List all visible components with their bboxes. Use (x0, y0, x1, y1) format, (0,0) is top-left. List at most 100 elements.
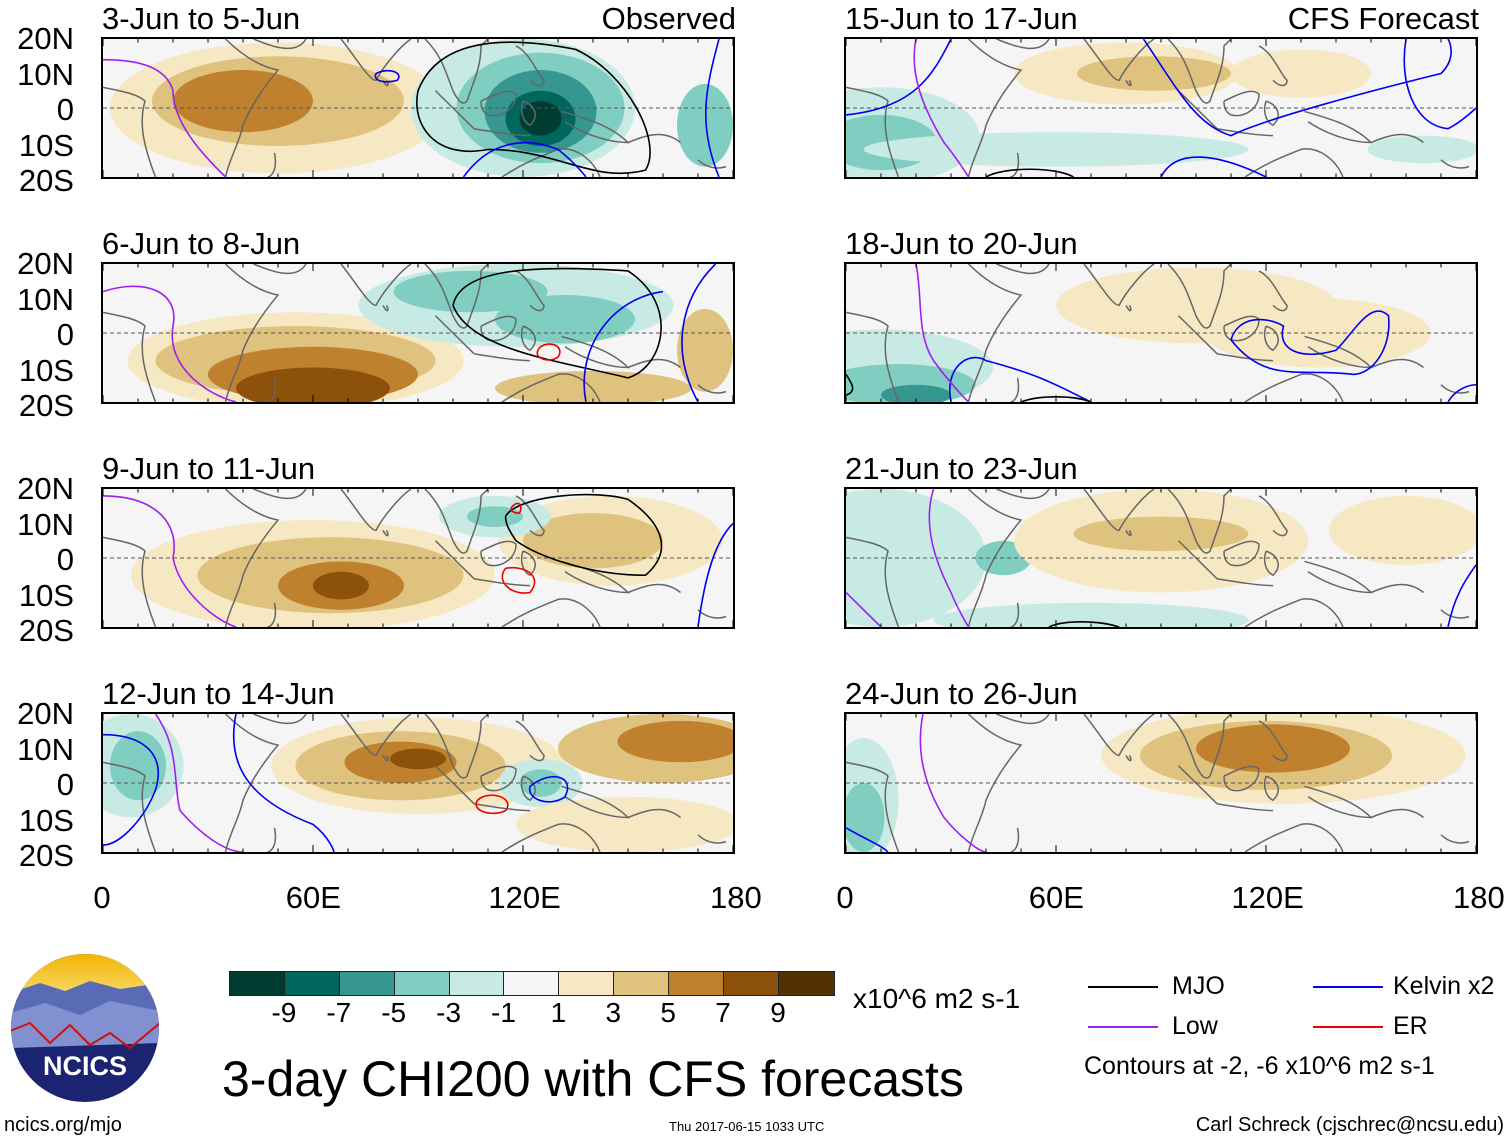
anomaly-region (516, 796, 733, 852)
coastline (254, 714, 307, 723)
coastline (1168, 489, 1231, 553)
coastline (383, 530, 388, 535)
map-canvas (846, 714, 1476, 852)
coastline (1126, 755, 1131, 760)
map-canvas (846, 489, 1476, 627)
lat-tick-label: 10S (18, 127, 74, 163)
kelvin-contour (530, 777, 568, 802)
coastline (516, 46, 544, 86)
kelvin-contour (706, 39, 719, 177)
coastline (103, 537, 156, 627)
low-contour (103, 496, 236, 627)
coastline (1259, 496, 1287, 536)
coastline (628, 135, 681, 143)
anomaly-region (933, 602, 1249, 627)
coastline (969, 264, 1022, 402)
coastline (383, 755, 388, 760)
contour-note: Contours at -2, -6 x10^6 m2 s-1 (1084, 1052, 1435, 1080)
units-label: x10^6 m2 s-1 (853, 983, 1021, 1014)
forecast-header: CFS Forecast (1287, 1, 1479, 36)
coastline (1245, 824, 1343, 852)
coastline (997, 39, 1050, 48)
mjo-contour (846, 374, 853, 395)
coastline (1168, 714, 1231, 778)
map-canvas (846, 39, 1476, 177)
er-contour (511, 503, 521, 513)
figure-title: 3-day CHI200 with CFS forecasts (222, 1051, 964, 1107)
coastline (1305, 561, 1372, 592)
coastline (516, 271, 544, 311)
legend-swatch-mjo (1088, 986, 1158, 988)
lat-tick-label: 20S (18, 613, 74, 648)
lat-tick-label: 20S (18, 838, 74, 873)
map-canvas (103, 264, 733, 402)
kelvin-contour (1161, 157, 1266, 177)
coastline (425, 714, 488, 778)
colorbar-label: -1 (491, 997, 516, 1028)
anomaly-region (313, 571, 369, 600)
colorbar-label: 3 (605, 997, 622, 1028)
coastline (226, 489, 279, 627)
kelvin-contour (698, 524, 733, 628)
coastline (1168, 39, 1231, 103)
coastline (1217, 129, 1273, 136)
coastline (226, 39, 279, 177)
anomaly-region (467, 506, 523, 527)
lon-tick-label: 180 (1453, 880, 1505, 915)
colorbar-swatch (559, 972, 615, 995)
colorbar-swatch (230, 972, 285, 995)
lat-tick-label: 20N (17, 21, 74, 56)
anomaly-region (495, 370, 691, 402)
coastline (474, 804, 530, 811)
coastline (1011, 378, 1019, 402)
coastline (425, 39, 488, 103)
coastline (1265, 326, 1279, 350)
coastline (846, 537, 899, 627)
legend-label: Kelvin x2 (1393, 972, 1495, 1000)
anomaly-region (519, 101, 562, 136)
coastline (1265, 551, 1279, 575)
coastline (997, 264, 1050, 273)
low-contour (156, 714, 244, 852)
coastline (969, 489, 1022, 627)
anomaly-region (617, 720, 733, 763)
lat-tick-label: 0 (56, 92, 74, 127)
coastline (268, 828, 276, 852)
panel-title: 21-Jun to 23-Jun (845, 451, 1078, 486)
anomaly-region (393, 270, 548, 313)
kelvin-contour (950, 358, 1091, 402)
lat-tick-label: 20S (18, 163, 74, 198)
kelvin-contour (584, 292, 663, 402)
panel-title: 9-Jun to 11-Jun (102, 451, 316, 486)
coastline (1217, 579, 1273, 586)
colorbar-label: 1 (550, 997, 567, 1028)
coastline (502, 374, 600, 402)
kelvin-contour (1448, 385, 1476, 402)
coastline (628, 810, 681, 818)
lat-tick-label: 10N (17, 506, 74, 542)
coastline (1084, 264, 1154, 305)
anomaly-region (677, 308, 733, 392)
lon-tick-label: 0 (836, 880, 854, 915)
coastline (628, 360, 681, 368)
low-contour (103, 286, 236, 402)
anomaly-region (1196, 724, 1350, 773)
kelvin-contour (1448, 565, 1476, 627)
coastline (1441, 385, 1469, 393)
colorbar-label: -7 (326, 997, 352, 1028)
lon-tick-label: 0 (93, 880, 111, 915)
lat-tick-label: 10S (18, 352, 74, 388)
footer-url[interactable]: ncics.org/mjo (4, 1114, 122, 1136)
lon-tick-label: 120E (488, 880, 561, 915)
kelvin-contour (1231, 311, 1389, 374)
coastline (846, 87, 899, 177)
coastline (1441, 610, 1469, 618)
coastline (341, 489, 411, 530)
lat-tick-label: 0 (56, 767, 74, 802)
coastline (846, 762, 899, 852)
coastline (226, 264, 279, 402)
logo-text: NCICS (43, 1051, 127, 1081)
coastline (268, 153, 276, 177)
coastline (1084, 714, 1154, 755)
coastline (1245, 599, 1343, 627)
